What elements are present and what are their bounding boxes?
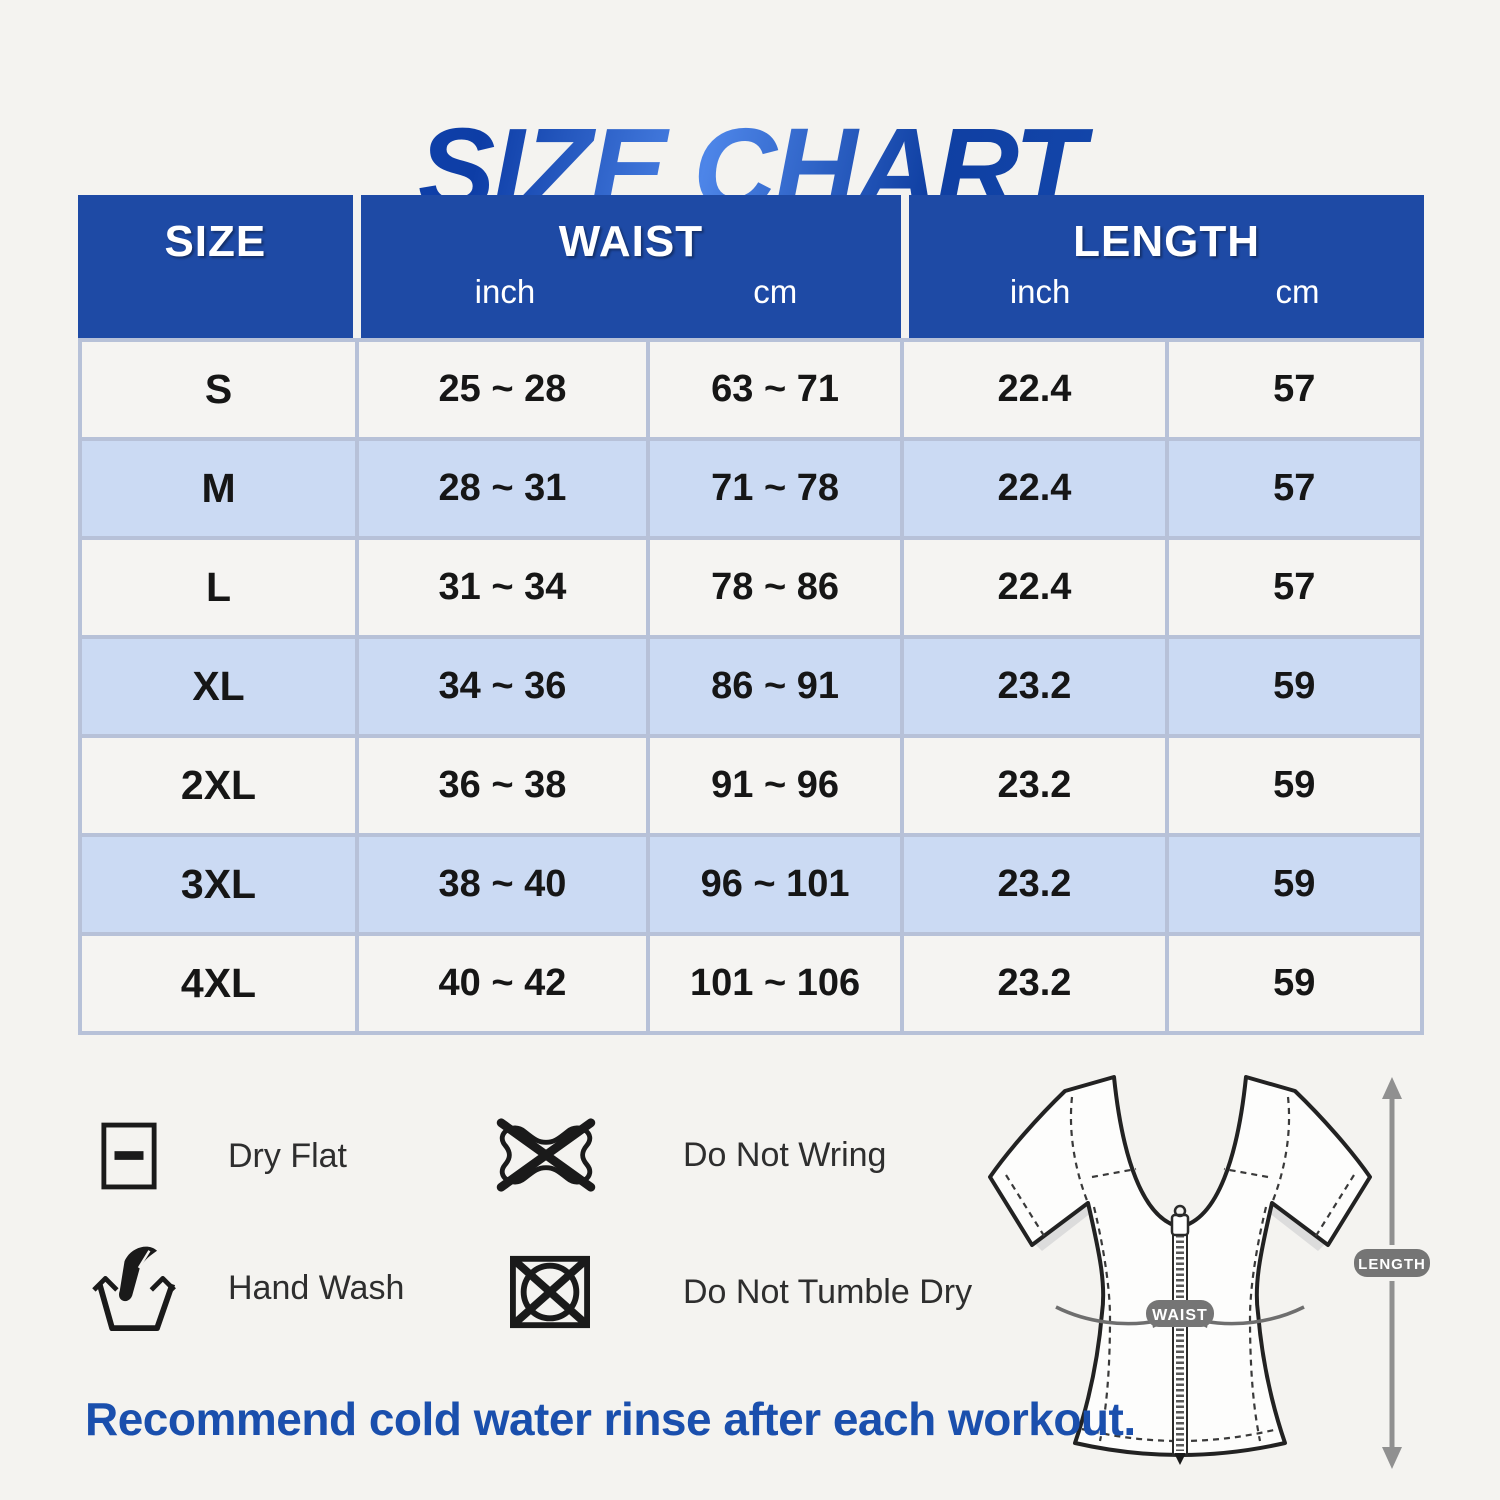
header-waist-inch-label: inch — [474, 272, 536, 310]
length-badge-label: LENGTH — [1358, 1256, 1426, 1273]
cell-size: 3XL — [82, 837, 356, 932]
cell-length-cm: 57 — [1168, 441, 1420, 536]
cell-length-inch: 23.2 — [904, 837, 1165, 932]
dry-flat-icon — [100, 1121, 228, 1191]
cell-length-inch: 22.4 — [904, 342, 1165, 437]
cell-waist-cm: 86 ~ 91 — [649, 639, 901, 734]
cell-waist-cm: 101 ~ 106 — [649, 936, 901, 1031]
care-item-dry-flat: Dry Flat — [100, 1118, 347, 1194]
care-label: Do Not Tumble Dry — [683, 1272, 973, 1311]
cell-size: S — [82, 342, 356, 437]
bottom-note: Recommend cold water rinse after each wo… — [85, 1393, 1136, 1445]
header-waist-label: WAIST — [558, 216, 704, 266]
cell-size: XL — [82, 639, 356, 734]
table-row: L 31 ~ 34 78 ~ 86 22.4 57 — [82, 540, 1420, 635]
care-label: Do Not Wring — [683, 1135, 887, 1174]
cell-waist-cm: 63 ~ 71 — [649, 342, 901, 437]
cell-waist-inch: 38 ~ 40 — [359, 837, 646, 932]
cell-size: 4XL — [82, 936, 356, 1031]
cell-waist-cm: 78 ~ 86 — [649, 540, 901, 635]
cell-waist-inch: 25 ~ 28 — [359, 342, 646, 437]
cell-waist-cm: 71 ~ 78 — [649, 441, 901, 536]
cell-waist-inch: 34 ~ 36 — [359, 639, 646, 734]
cell-length-inch: 22.4 — [904, 441, 1165, 536]
cell-waist-cm: 91 ~ 96 — [649, 738, 901, 833]
cell-size: M — [82, 441, 356, 536]
cell-waist-inch: 40 ~ 42 — [359, 936, 646, 1031]
cell-size: L — [82, 540, 356, 635]
care-item-hand-wash: Hand Wash — [92, 1240, 404, 1336]
care-label: Hand Wash — [228, 1268, 405, 1307]
cell-length-cm: 59 — [1168, 738, 1420, 833]
cell-waist-inch: 28 ~ 31 — [359, 441, 646, 536]
cell-size: 2XL — [82, 738, 356, 833]
header-length-inch-label: inch — [1009, 272, 1071, 310]
hand-wash-icon — [92, 1241, 228, 1335]
do-not-tumble-dry-icon — [502, 1252, 683, 1332]
size-table: SIZE WAIST inch cm LENGTH inch cm S — [78, 195, 1424, 1035]
waist-badge-label: WAIST — [1152, 1307, 1208, 1324]
cell-length-cm: 57 — [1168, 342, 1420, 437]
table-row: 2XL 36 ~ 38 91 ~ 96 23.2 59 — [82, 738, 1420, 833]
cell-length-inch: 23.2 — [904, 738, 1165, 833]
header-cell-length: LENGTH inch cm — [909, 195, 1424, 338]
table-row: XL 34 ~ 36 86 ~ 91 23.2 59 — [82, 639, 1420, 734]
care-item-do-not-wring: Do Not Wring — [490, 1116, 886, 1194]
cell-length-inch: 23.2 — [904, 639, 1165, 734]
table-body: S 25 ~ 28 63 ~ 71 22.4 57 M 28 ~ 31 71 ~… — [78, 338, 1424, 1035]
header-waist-cm-label: cm — [753, 272, 798, 310]
cell-length-cm: 59 — [1168, 639, 1420, 734]
cell-length-inch: 22.4 — [904, 540, 1165, 635]
care-item-do-not-tumble-dry: Do Not Tumble Dry — [502, 1252, 972, 1332]
table-row: 3XL 38 ~ 40 96 ~ 101 23.2 59 — [82, 837, 1420, 932]
table-header-row: SIZE WAIST inch cm LENGTH inch cm — [78, 195, 1424, 338]
header-cell-waist: WAIST inch cm — [360, 195, 902, 338]
cell-waist-inch: 36 ~ 38 — [359, 738, 646, 833]
table-row: S 25 ~ 28 63 ~ 71 22.4 57 — [82, 342, 1420, 437]
cell-length-inch: 23.2 — [904, 936, 1165, 1031]
cell-waist-cm: 96 ~ 101 — [649, 837, 901, 932]
cell-length-cm: 59 — [1168, 837, 1420, 932]
header-size-label: SIZE — [164, 216, 267, 266]
table-row: M 28 ~ 31 71 ~ 78 22.4 57 — [82, 441, 1420, 536]
care-label: Dry Flat — [228, 1136, 347, 1175]
cell-length-cm: 59 — [1168, 936, 1420, 1031]
header-cell-size: SIZE — [78, 195, 353, 338]
garment-diagram: WAIST LENGTH — [988, 1075, 1430, 1469]
table-row: 4XL 40 ~ 42 101 ~ 106 23.2 59 — [82, 936, 1420, 1031]
cell-waist-inch: 31 ~ 34 — [359, 540, 646, 635]
cell-length-cm: 57 — [1168, 540, 1420, 635]
do-not-wring-icon — [490, 1116, 683, 1194]
header-length-label: LENGTH — [1073, 216, 1261, 266]
header-length-cm-label: cm — [1275, 272, 1320, 310]
